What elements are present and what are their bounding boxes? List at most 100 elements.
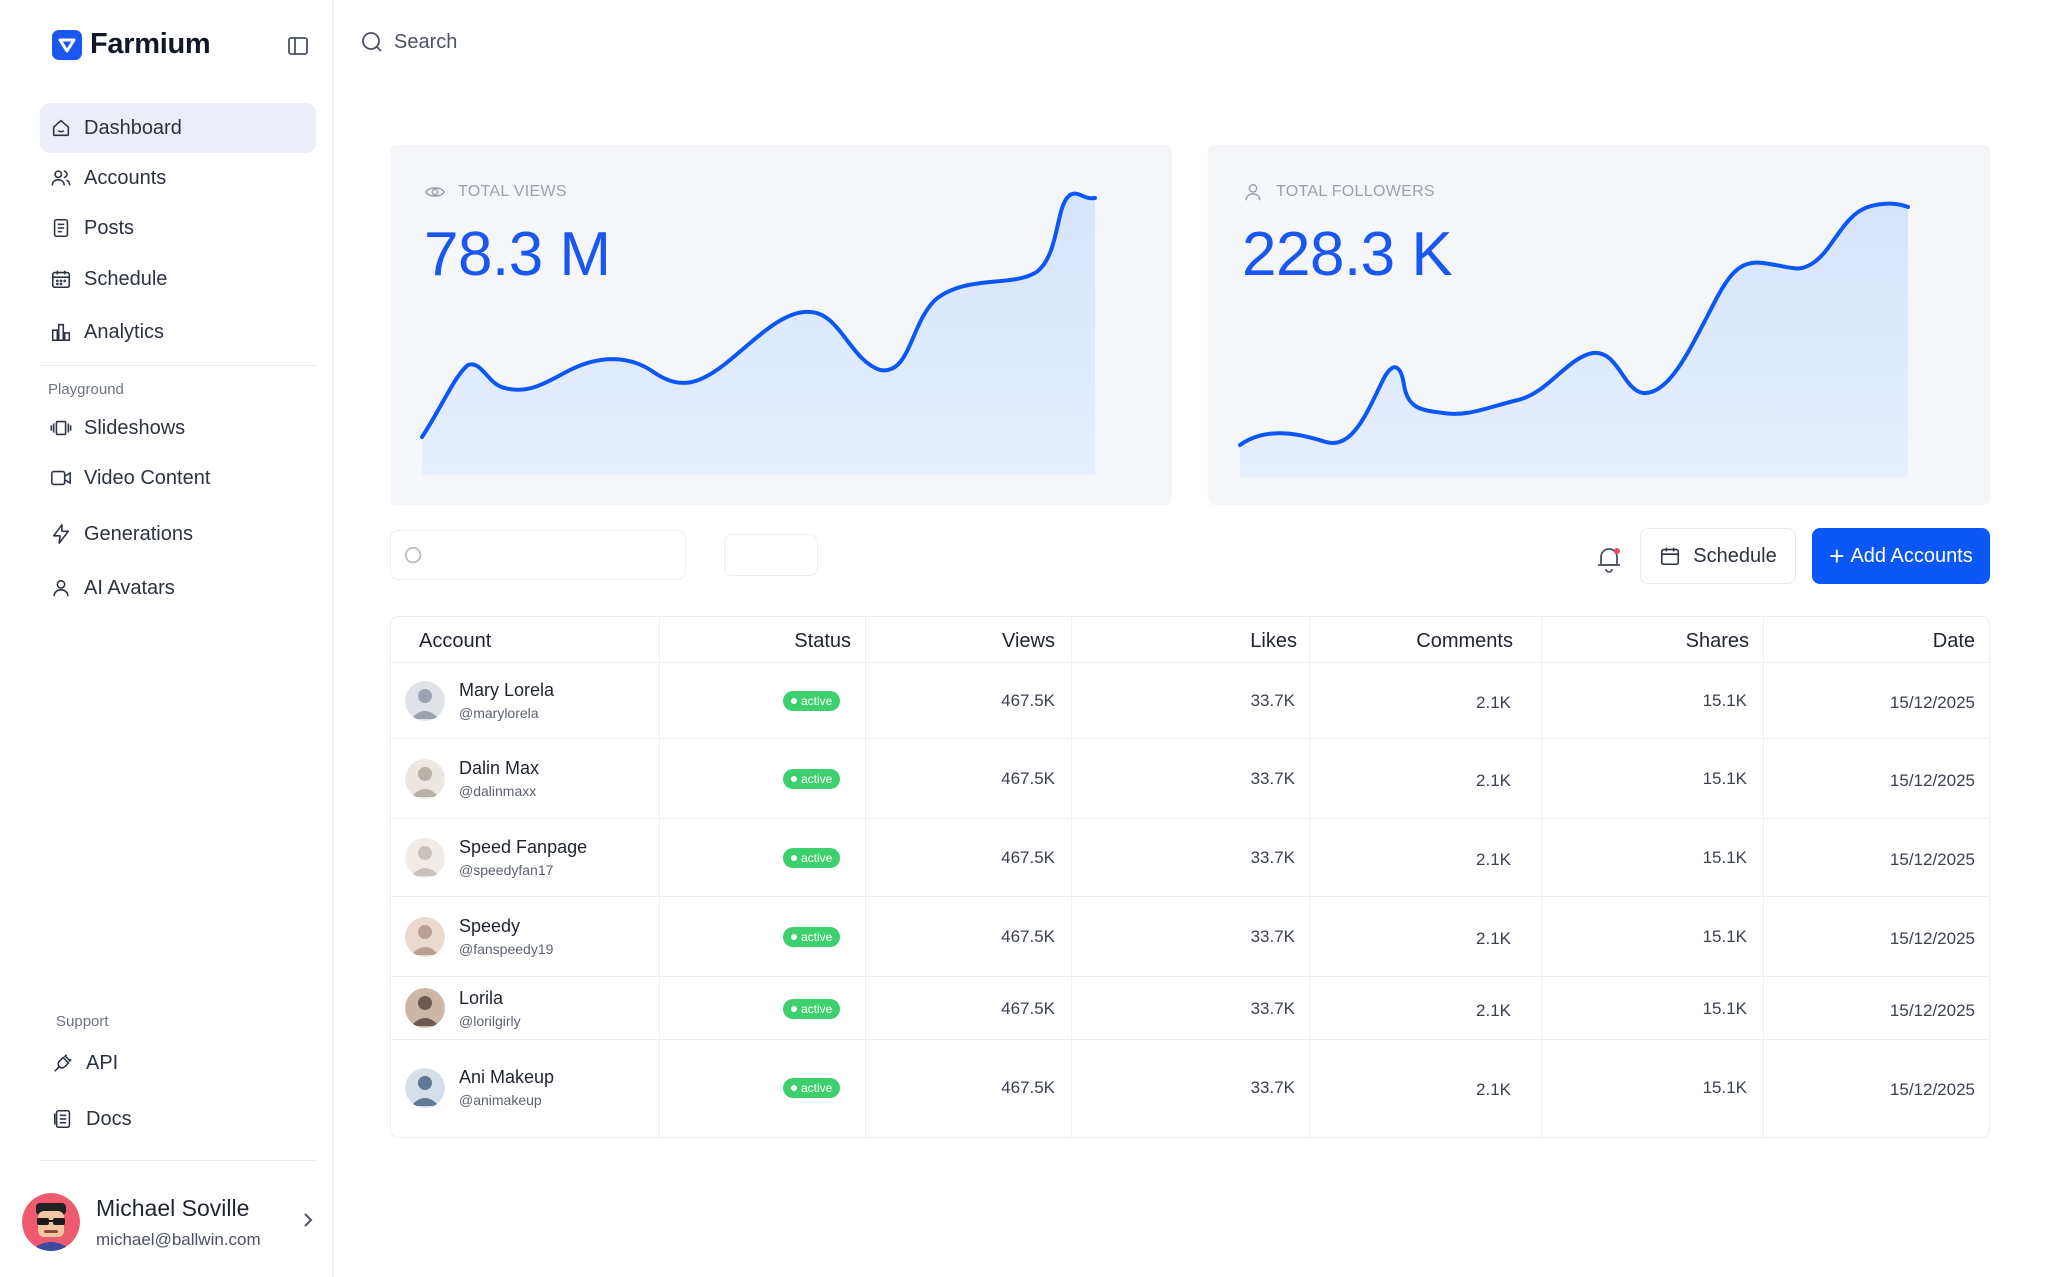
header-shares[interactable]: Shares — [1685, 630, 1749, 652]
header-date[interactable]: Date — [1932, 630, 1975, 652]
status-dot-icon — [791, 1005, 797, 1012]
likes-cell: 33.7K — [1250, 848, 1295, 867]
table-row[interactable]: Dalin Max @dalinmaxx active 467.5K 33.7K… — [391, 739, 1989, 819]
global-search[interactable]: Search — [360, 30, 457, 54]
user-divider — [40, 1160, 316, 1161]
plug-icon — [54, 1054, 72, 1072]
total-views-area — [422, 193, 1095, 475]
account-cell: Dalin Max @dalinmaxx — [405, 739, 539, 818]
total-followers-label: TOTAL FOLLOWERS — [1242, 181, 1435, 203]
sidebar-collapse-icon[interactable] — [286, 34, 310, 58]
account-handle: @lorilgirly — [459, 1012, 521, 1029]
likes-cell: 33.7K — [1250, 998, 1295, 1018]
table-row[interactable]: Speedy @fanspeedy19 active 467.5K 33.7K … — [391, 897, 1989, 977]
date-cell: 15/12/2025 — [1889, 850, 1975, 869]
shares-cell: 15.1K — [1702, 927, 1747, 946]
bar-chart-icon — [51, 323, 71, 342]
table-row[interactable]: Mary Lorela @marylorela active 467.5K 33… — [391, 663, 1989, 739]
shares-cell: 15.1K — [1702, 691, 1747, 710]
comments-cell: 2.1K — [1476, 771, 1511, 790]
sidebar-item-dashboard[interactable]: Dashboard — [40, 103, 316, 153]
account-avatar — [405, 988, 445, 1028]
status-dot-icon — [791, 855, 797, 861]
sidebar-item-schedule[interactable]: Schedule — [40, 254, 316, 304]
account-avatar — [405, 1067, 445, 1108]
sidebar-item-label: Posts — [84, 216, 135, 239]
search-placeholder: Search — [394, 30, 458, 53]
comments-cell: 2.1K — [1476, 850, 1511, 869]
header-account[interactable]: Account — [419, 630, 492, 652]
header-status[interactable]: Status — [794, 630, 851, 652]
table-row[interactable]: Speed Fanpage @speedyfan17 active 467.5K… — [391, 819, 1989, 897]
header-views[interactable]: Views — [1002, 630, 1055, 652]
status-dot-icon — [791, 776, 797, 782]
views-cell: 467.5K — [1001, 769, 1055, 788]
views-cell: 467.5K — [1001, 848, 1055, 867]
sidebar-item-label: Dashboard — [84, 116, 182, 139]
lightning-icon — [52, 524, 70, 544]
shares-cell: 15.1K — [1702, 769, 1747, 788]
header-likes[interactable]: Likes — [1250, 630, 1297, 652]
sidebar-item-docs[interactable]: Docs — [42, 1094, 318, 1144]
docs-icon — [53, 1109, 71, 1129]
sidebar-item-ai-avatars[interactable]: AI Avatars — [40, 563, 316, 613]
table-search-input[interactable] — [390, 530, 686, 580]
playground-section-label: Playground — [48, 381, 124, 398]
sidebar-item-accounts[interactable]: Accounts — [40, 153, 316, 203]
account-avatar — [405, 837, 445, 878]
table-filter-button[interactable] — [724, 534, 818, 576]
account-name: Ani Makeup — [459, 1067, 555, 1087]
comments-cell: 2.1K — [1476, 693, 1511, 712]
date-cell: 15/12/2025 — [1889, 1000, 1975, 1020]
table-row[interactable]: Ani Makeup @animakeup active 467.5K 33.7… — [391, 1040, 1989, 1135]
schedule-button[interactable]: Schedule — [1640, 528, 1796, 584]
user-name: Michael Soville — [96, 1194, 250, 1221]
notification-bell-icon[interactable] — [1594, 544, 1624, 574]
account-cell: Mary Lorela @marylorela — [405, 663, 554, 738]
shares-cell: 15.1K — [1702, 848, 1747, 867]
avatar — [22, 1193, 80, 1251]
sidebar-item-generations[interactable]: Generations — [40, 509, 316, 559]
sidebar-item-label: Slideshows — [84, 416, 186, 439]
eye-icon — [425, 187, 445, 197]
sidebar-item-slideshows[interactable]: Slideshows — [40, 403, 316, 453]
schedule-button-label: Schedule — [1693, 544, 1777, 567]
plus-icon: + — [1829, 541, 1845, 571]
account-name: Speed Fanpage — [459, 837, 588, 857]
status-text: active — [801, 1001, 833, 1016]
total-views-card: TOTAL VIEWS 78.3 M — [390, 145, 1172, 505]
sidebar-item-label: AI Avatars — [84, 576, 175, 599]
sidebar-item-video-content[interactable]: Video Content — [40, 453, 316, 503]
views-cell: 467.5K — [1001, 927, 1055, 946]
sidebar-item-posts[interactable]: Posts — [40, 203, 316, 253]
sidebar: Farmium Dashboard Accounts Posts Schedul… — [0, 0, 334, 1277]
add-accounts-button[interactable]: + Add Accounts — [1812, 528, 1990, 584]
user-profile[interactable]: Michael Soville michael@ballwin.com — [22, 1186, 322, 1258]
views-cell: 467.5K — [1001, 998, 1055, 1018]
account-handle: @dalinmaxx — [459, 783, 537, 799]
shares-cell: 15.1K — [1702, 998, 1747, 1018]
column-divider — [1309, 617, 1310, 1137]
account-handle: @animakeup — [459, 1092, 542, 1108]
account-cell: Speed Fanpage @speedyfan17 — [405, 819, 587, 896]
users-icon — [51, 170, 71, 186]
sidebar-item-api[interactable]: API — [42, 1038, 318, 1088]
calendar-icon — [1661, 547, 1680, 566]
brand-name: Farmium — [90, 28, 211, 60]
status-dot-icon — [791, 698, 797, 704]
comments-cell: 2.1K — [1476, 1000, 1511, 1020]
header-comments[interactable]: Comments — [1416, 630, 1513, 652]
date-cell: 15/12/2025 — [1889, 1079, 1975, 1099]
total-views-label: TOTAL VIEWS — [424, 181, 567, 203]
total-views-chart — [420, 191, 1097, 475]
status-badge: active — [783, 691, 841, 711]
comments-cell: 2.1K — [1476, 1079, 1511, 1099]
sidebar-item-analytics[interactable]: Analytics — [40, 307, 316, 357]
home-icon — [52, 119, 70, 137]
total-followers-value: 228.3 K — [1242, 220, 1453, 289]
brand[interactable]: Farmium — [52, 28, 211, 61]
total-views-line — [420, 191, 1097, 439]
account-avatar — [405, 758, 445, 799]
status-dot-icon — [791, 1084, 797, 1091]
table-row[interactable]: Lorila @lorilgirly active 467.5K 33.7K 2… — [391, 977, 1989, 1040]
